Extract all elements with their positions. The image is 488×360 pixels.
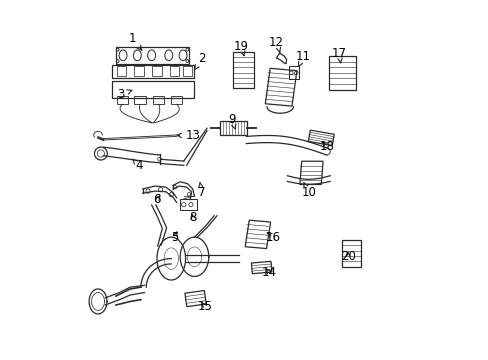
Text: 4: 4 — [132, 159, 142, 172]
Text: 5: 5 — [171, 231, 178, 244]
Bar — [116, 66, 125, 76]
Bar — [152, 66, 162, 76]
Bar — [134, 96, 145, 104]
Bar — [220, 121, 246, 135]
Text: 9: 9 — [228, 113, 235, 129]
Bar — [171, 96, 182, 104]
Bar — [180, 199, 197, 210]
Text: 18: 18 — [319, 140, 333, 153]
Text: 13: 13 — [177, 129, 200, 142]
Bar — [134, 66, 143, 76]
Text: 1: 1 — [128, 32, 142, 50]
Text: 17: 17 — [331, 47, 346, 63]
Bar — [116, 96, 128, 104]
Text: 7: 7 — [198, 183, 205, 199]
Bar — [288, 66, 298, 79]
Bar — [153, 96, 164, 104]
Bar — [116, 47, 189, 64]
Text: 3: 3 — [117, 88, 131, 101]
Text: 14: 14 — [262, 266, 276, 279]
Bar — [112, 81, 194, 98]
Text: 8: 8 — [189, 211, 196, 224]
Text: 11: 11 — [295, 50, 310, 67]
Text: 2: 2 — [194, 52, 205, 70]
Text: 20: 20 — [340, 250, 355, 263]
Text: 12: 12 — [268, 36, 284, 52]
Text: 19: 19 — [233, 40, 248, 56]
Text: 6: 6 — [153, 193, 161, 206]
Bar — [112, 64, 194, 78]
Bar — [170, 66, 179, 76]
Bar — [183, 66, 192, 76]
Text: 15: 15 — [197, 300, 212, 313]
Text: 16: 16 — [265, 231, 280, 244]
Text: 10: 10 — [301, 183, 316, 199]
